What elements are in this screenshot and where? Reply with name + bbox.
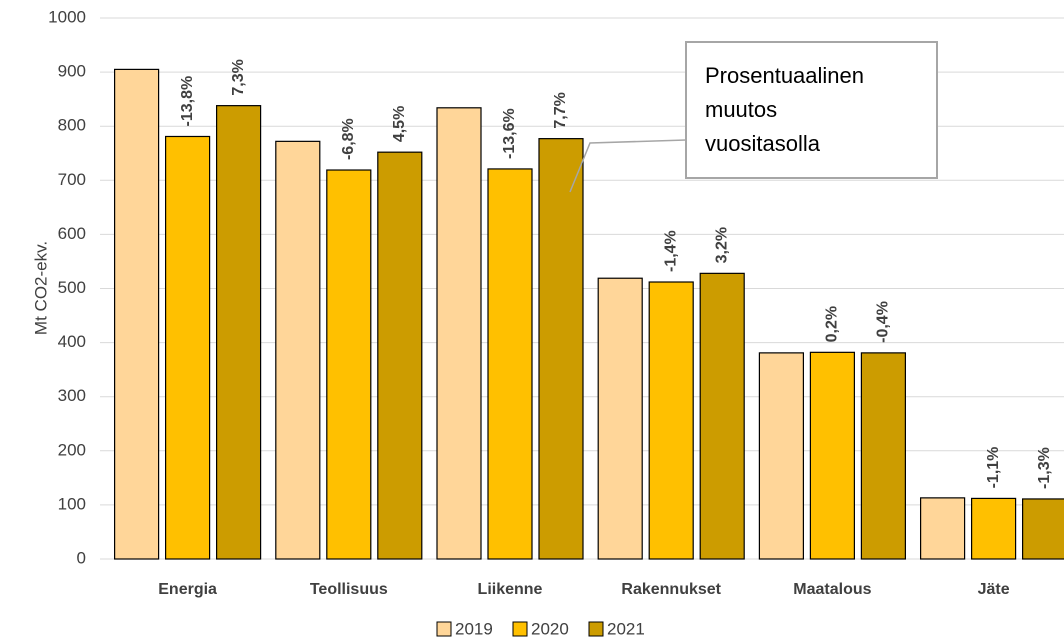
bar [113,68,160,560]
change-label: -1,3% [1036,447,1053,489]
change-label: -1,1% [985,447,1002,489]
bar [597,277,643,560]
bar [538,138,584,560]
bar [919,497,966,560]
x-tick-label: Maatalous [793,581,871,598]
x-tick-label: Energia [158,581,217,598]
y-tick-label: 400 [58,332,86,351]
bar [809,351,856,560]
y-tick-label: 200 [58,440,86,459]
x-tick-label: Teollisuus [310,581,388,598]
annotation-line: vuositasolla [705,131,821,156]
legend-swatch [588,621,604,637]
bar [860,352,907,560]
bar [487,168,533,560]
y-tick-label: 900 [58,62,86,81]
legend-label: 2019 [455,619,493,638]
change-label: -13,8% [179,76,196,127]
change-label: 7,3% [230,59,247,95]
y-tick-label: 1000 [48,7,86,26]
bar [275,140,321,560]
y-tick-label: 600 [58,224,86,243]
y-tick-label: 300 [58,386,86,405]
legend-label: 2020 [531,619,569,638]
bar [648,281,694,560]
x-tick-label: Liikenne [478,581,543,598]
change-label: -6,8% [340,118,357,160]
y-tick-label: 0 [77,548,86,567]
change-label: -0,4% [875,301,892,343]
annotation-line: muutos [705,97,777,122]
change-label: 3,2% [713,227,730,263]
change-label: -1,4% [662,230,679,272]
change-label: 7,7% [552,92,569,128]
bar [377,151,423,560]
bar [1021,498,1064,560]
bar [326,169,372,560]
bar [436,107,482,560]
y-tick-label: 800 [58,116,86,135]
legend-swatch [512,621,528,637]
bar [699,272,745,560]
change-label: 4,5% [391,106,408,142]
y-tick-label: 100 [58,494,86,513]
y-axis-label: Mt CO2-ekv. [31,241,50,335]
annotation-line: Prosentuaalinen [705,63,864,88]
x-tick-label: Rakennukset [621,581,721,598]
legend-label: 2021 [607,619,645,638]
y-tick-label: 700 [58,170,86,189]
legend-swatch [436,621,452,637]
bar [758,352,805,560]
change-label: 0,2% [824,306,841,342]
x-tick-label: Jäte [978,581,1010,598]
bar [970,497,1017,560]
bar [165,135,211,560]
change-label: -13,6% [501,108,518,159]
y-tick-label: 500 [58,278,86,297]
callout-line [569,139,687,193]
bar [216,105,262,560]
callout-box [685,41,938,179]
